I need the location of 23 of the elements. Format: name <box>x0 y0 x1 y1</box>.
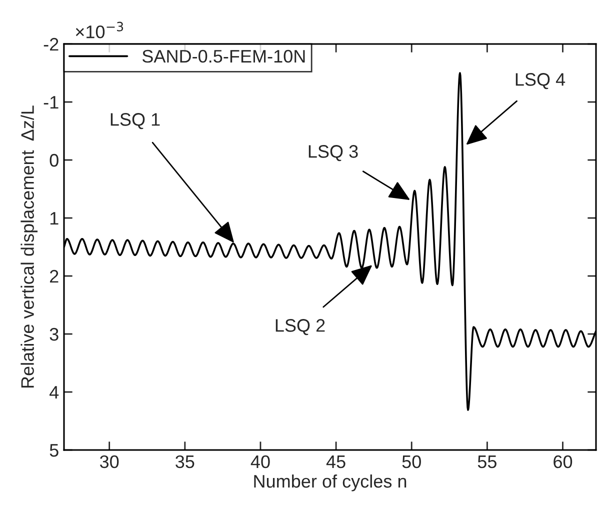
y-tick-label: 0 <box>50 154 58 167</box>
y-tick-label: 2 <box>50 270 58 283</box>
annotation: LSQ 4 <box>516 73 566 90</box>
annotation: LSQ 2 <box>276 319 325 336</box>
y-axis-title: Relative vertical displacement Δz/L <box>20 106 38 388</box>
x-tick-label: 50 <box>402 455 421 468</box>
text: ×10$^{−3}$ <box>76 22 124 38</box>
x-tick-label: 60 <box>554 455 572 468</box>
y-tick-label: 5 <box>50 444 58 457</box>
annotation: LSQ 3 <box>308 145 358 162</box>
y-tick-label: 3 <box>50 328 58 341</box>
x-tick-label: 30 <box>100 455 119 468</box>
y-tick-label: -1 <box>44 96 58 109</box>
annotation: LSQ 1 <box>110 113 160 130</box>
y-tick-label: -2 <box>44 38 58 51</box>
x-tick-label: 35 <box>176 455 194 468</box>
x-tick-label: 55 <box>478 456 496 468</box>
x-axis-title: Number of cycles n <box>254 474 406 492</box>
x-tick-label: 45 <box>326 456 346 468</box>
y-tick-label: 4 <box>50 386 59 399</box>
legend-label: SAND-0.5-FEM-10N <box>142 50 305 63</box>
y-tick-label: 1 <box>50 212 58 225</box>
x-tick-label: 40 <box>250 455 270 468</box>
